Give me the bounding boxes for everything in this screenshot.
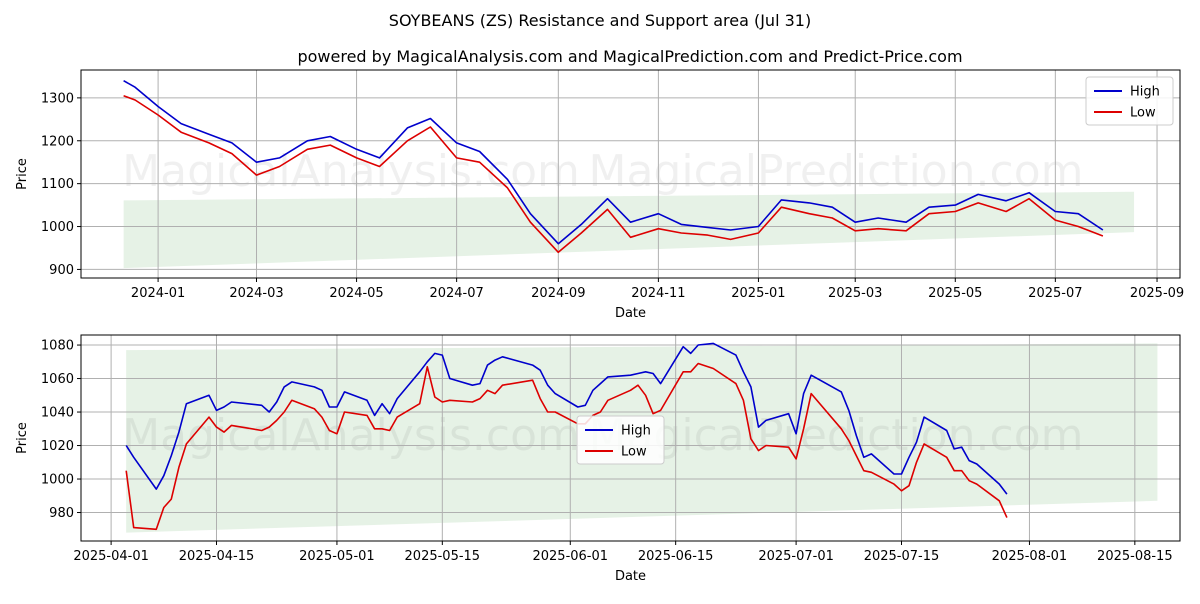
legend: High Low: [576, 415, 665, 465]
watermark-magicalprediction: MagicalPrediction.com: [589, 410, 1084, 461]
legend-label-low: Low: [1130, 106, 1156, 121]
x-axis-label: Date: [615, 306, 646, 321]
y-axis-label: Price: [15, 422, 30, 454]
x-tick-label: 2025-06-15: [638, 549, 714, 564]
chart-subtitle: powered by MagicalAnalysis.com and Magic…: [297, 47, 962, 66]
y-tick-label: 1020: [41, 439, 74, 454]
lower-panel: MagicalAnalysis.com MagicalPrediction.com…: [15, 334, 1181, 584]
x-tick-label: 2025-08-01: [992, 549, 1068, 564]
x-tick-label: 2025-07: [1028, 286, 1082, 301]
watermark-magicalanalysis: MagicalAnalysis.com: [122, 410, 580, 461]
y-tick-label: 1000: [41, 220, 74, 235]
x-axis-label: Date: [615, 569, 646, 584]
y-axis-label: Price: [15, 158, 30, 190]
y-tick-label: 1300: [41, 91, 74, 106]
x-tick-label: 2025-04-01: [73, 549, 149, 564]
x-tick-label: 2025-04-15: [179, 549, 255, 564]
chart-title: SOYBEANS (ZS) Resistance and Support are…: [389, 11, 811, 30]
y-tick-label: 1200: [41, 134, 74, 149]
x-tick-label: 2025-06-01: [532, 549, 608, 564]
y-tick-label: 980: [49, 506, 74, 521]
series-line-high: [125, 342, 1008, 495]
x-tick-label: 2025-03: [828, 286, 882, 301]
y-tick-label: 1040: [41, 406, 74, 421]
y-tick-label: 900: [49, 263, 74, 278]
y-tick-label: 1000: [41, 473, 74, 488]
legend-label-high: High: [621, 424, 651, 439]
x-tick-label: 2024-05: [329, 286, 383, 301]
x-tick-label: 2025-07-15: [864, 549, 940, 564]
legend-label-high: High: [1130, 85, 1160, 100]
x-tick-label: 2024-09: [531, 286, 585, 301]
x-tick-label: 2025-05: [928, 286, 982, 301]
x-tick-label: 2025-08-15: [1097, 549, 1173, 564]
x-tick-label: 2025-07-01: [758, 549, 834, 564]
x-tick-label: 2024-03: [229, 286, 283, 301]
x-tick-label: 2024-07: [429, 286, 483, 301]
watermark-magicalprediction: MagicalPrediction.com: [589, 146, 1084, 197]
x-tick-label: 2025-05-15: [405, 549, 481, 564]
series-line-low: [123, 94, 1104, 254]
series-line-high: [123, 80, 1104, 245]
y-tick-label: 1100: [41, 177, 74, 192]
plot-frame: [80, 334, 1181, 542]
x-tick-label: 2025-01: [731, 286, 785, 301]
upper-panel: MagicalAnalysis.com MagicalPrediction.com…: [15, 69, 1184, 321]
legend: High Low: [1085, 76, 1174, 126]
x-tick-label: 2025-05-01: [299, 549, 375, 564]
watermark-magicalanalysis: MagicalAnalysis.com: [122, 146, 580, 197]
legend-label-low: Low: [621, 445, 647, 460]
support-resistance-band: [123, 191, 1135, 269]
y-tick-label: 1060: [41, 372, 74, 387]
x-tick-label: 2025-09: [1130, 286, 1184, 301]
series-line-low: [125, 362, 1008, 531]
x-tick-label: 2024-11: [631, 286, 685, 301]
y-tick-label: 1080: [41, 339, 74, 354]
plot-frame: [80, 69, 1181, 279]
x-tick-label: 2024-01: [131, 286, 185, 301]
